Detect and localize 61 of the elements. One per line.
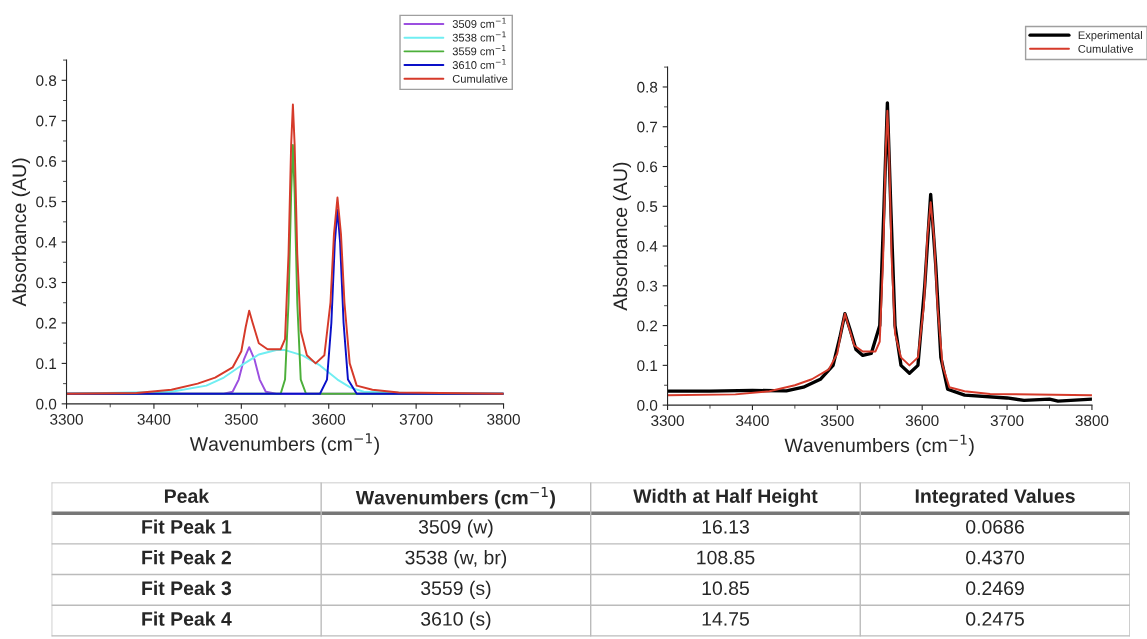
y-tick-label: 0.8 — [36, 75, 57, 86]
text: Fit Peak 4 — [142, 611, 232, 626]
y-axis-title: Absorbance (AU) — [612, 162, 632, 311]
x-tick-label: 3700 — [990, 415, 1024, 427]
x-tick-label: 3400 — [137, 413, 171, 425]
y-tick-label: 0.7 — [36, 115, 57, 127]
text: 0.4370 — [966, 550, 1024, 565]
legend-label: 3559 cm$^{−1}$ — [452, 45, 506, 56]
y-tick-label: 0.1 — [637, 360, 658, 372]
text: 3610 (s) — [421, 611, 491, 630]
text: Fit Peak 1 — [142, 519, 232, 534]
text: 16.13 — [702, 519, 749, 534]
legend-label: 3610 cm$^{−1}$ — [452, 58, 506, 69]
text: 3538 (w, br) — [405, 550, 507, 569]
legend-label: 3509 cm$^{−1}$ — [452, 17, 506, 28]
y-tick-label: 0.5 — [36, 196, 57, 208]
y-tick-label: 0.0 — [36, 398, 57, 410]
y-axis-title: Absorbance (AU) — [11, 158, 30, 307]
y-tick-label: 0.2 — [36, 317, 57, 329]
text: Fit Peak 3 — [142, 580, 232, 596]
text: Wavenumbers (cm$^{−1}$) — [355, 487, 555, 509]
y-tick-label: 0.4 — [637, 240, 658, 252]
y-tick-label: 0.5 — [637, 201, 658, 212]
x-axis-title: Wavenumbers (cm$^{−1}$) — [189, 433, 379, 455]
text: Peak — [164, 488, 210, 504]
y-tick-label: 0.0 — [637, 399, 658, 411]
x-tick-label: 3500 — [224, 413, 258, 425]
y-tick-label: 0.6 — [637, 161, 658, 173]
x-tick-label: 3800 — [487, 413, 520, 425]
text: Width at Half Height — [633, 488, 818, 507]
legend-label: 3538 cm$^{−1}$ — [452, 31, 506, 42]
text: Integrated Values — [915, 488, 1075, 507]
x-tick-label: 3500 — [820, 415, 854, 427]
x-tick-label: 3800 — [1075, 415, 1109, 427]
legend-label: Cumulative — [1078, 44, 1133, 53]
text: 0.2475 — [966, 612, 1024, 626]
y-tick-label: 0.7 — [637, 121, 658, 133]
y-tick-label: 0.6 — [36, 156, 57, 167]
text: 3509 (w) — [418, 519, 493, 538]
text: Fit Peak 2 — [142, 550, 231, 565]
text: 0.0686 — [966, 519, 1024, 534]
x-tick-label: 3300 — [50, 413, 83, 425]
x-axis-title: Wavenumbers (cm$^{−1}$) — [784, 434, 974, 457]
text: 108.85 — [697, 550, 755, 565]
text: 14.75 — [702, 612, 749, 626]
x-tick-label: 3600 — [905, 415, 939, 427]
x-tick-label: 3400 — [736, 415, 769, 427]
y-tick-label: 0.8 — [637, 81, 658, 93]
y-tick-label: 0.3 — [637, 280, 658, 292]
text: 3559 (s) — [421, 580, 491, 599]
text: 0.2469 — [966, 581, 1024, 596]
y-tick-label: 0.3 — [36, 277, 57, 289]
y-tick-label: 0.1 — [36, 358, 57, 370]
legend-label: Cumulative — [452, 74, 508, 83]
x-tick-label: 3700 — [399, 413, 433, 425]
x-tick-label: 3600 — [312, 413, 346, 425]
y-tick-label: 0.4 — [36, 236, 57, 248]
text: 10.85 — [702, 581, 749, 596]
legend-label: Experimental — [1078, 30, 1142, 42]
x-tick-label: 3300 — [651, 415, 684, 427]
y-tick-label: 0.2 — [637, 320, 658, 332]
